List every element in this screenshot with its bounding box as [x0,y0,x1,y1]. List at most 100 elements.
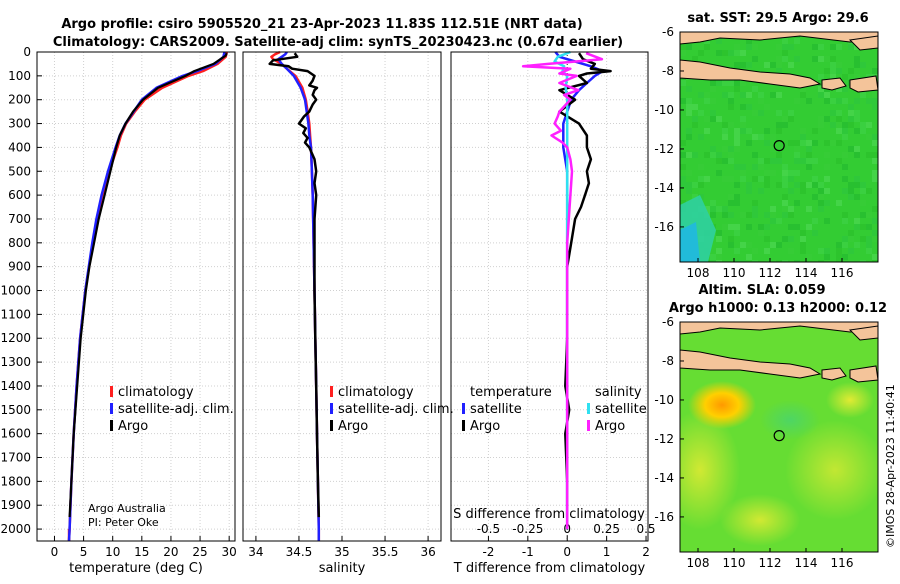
sst-pixel [776,68,782,74]
map-y-tick-label: -16 [654,220,674,234]
sst-pixel [686,152,692,158]
legend-label-s-satellite: satellite [595,402,647,417]
sst-pixel [836,44,842,50]
sst-pixel [722,80,728,86]
sst-pixel [722,206,728,212]
sst-pixel [830,44,836,50]
sst-pixel [776,128,782,134]
plot-frame [450,51,649,542]
map-y-tick-label: -16 [654,510,674,524]
sst-pixel [848,116,854,122]
sst-pixel [782,170,788,176]
sst-land-lombok [849,75,878,93]
x-tick-label: 15 [134,545,149,559]
sst-pixel [686,128,692,134]
sst-pixel [800,134,806,140]
sst-pixel [872,98,878,104]
sst-pixel [686,104,692,110]
x-tick-label: 10 [105,545,120,559]
sst-pixel [776,242,782,248]
sst-pixel [872,152,878,158]
sst-pixel [794,170,800,176]
sst-pixel [746,212,752,218]
y-tick-label: 400 [8,140,31,154]
sst-pixel [710,146,716,152]
sst-pixel [848,146,854,152]
x-tick-label: 25 [192,545,207,559]
sst-pixel [872,236,878,242]
sst-pixel [722,224,728,230]
map-x-tick-label: 116 [831,266,854,280]
sst-pixel [842,98,848,104]
map-y-tick-label: -8 [662,64,674,78]
sst-pixel [734,194,740,200]
x-axis-label: salinity [319,561,366,576]
sst-pixel [728,98,734,104]
sst-pixel [812,158,818,164]
sst-pixel [788,170,794,176]
sst-pixel [728,212,734,218]
sst-pixel [818,206,824,212]
sst-pixel [788,206,794,212]
sst-pixel [866,242,872,248]
sst-pixel [806,98,812,104]
sst-pixel [752,56,758,62]
map-y-tick-label: -14 [654,181,674,195]
sst-pixel [722,128,728,134]
sst-pixel [764,62,770,68]
sst-pixel [716,152,722,158]
salinity-panel: 34 34.5 35 35.5 36 salinity [242,50,442,576]
sst-pixel [872,176,878,182]
sst-pixel [716,116,722,122]
sst-pixel [698,134,704,140]
legend-swatch-climatology [330,386,333,397]
sst-pixel [818,44,824,50]
sst-pixel [818,74,824,80]
sst-pixel [782,260,788,262]
series-line-s-argo [521,52,604,530]
x-tick-label: 2 [642,545,650,559]
sst-pixel [812,194,818,200]
sst-pixel [854,152,860,158]
sst-pixel [716,80,722,86]
sst-pixel [866,236,872,242]
sst-pixel [722,146,728,152]
sst-pixel [698,176,704,182]
sst-pixel [728,146,734,152]
sst-pixel [758,98,764,104]
sst-pixel [842,128,848,134]
sst-pixel [734,260,740,262]
sst-pixel [842,80,848,86]
sst-pixel [770,218,776,224]
sst-pixel [800,188,806,194]
series-line-argo [68,52,228,518]
sst-pixel [782,194,788,200]
sst-pixel [854,74,860,80]
sst-pixel [776,92,782,98]
sst-pixel [854,146,860,152]
sst-pixel [698,182,704,188]
sst-pixel [710,86,716,92]
sst-pixel [734,140,740,146]
sst-pixel [854,128,860,134]
sst-pixel [872,170,878,176]
sst-pixel [680,50,686,56]
sst-pixel [794,152,800,158]
sst-pixel [812,140,818,146]
sst-pixel [752,164,758,170]
sst-pixel [764,176,770,182]
sst-pixel [836,110,842,116]
sst-pixel [818,56,824,62]
sst-pixel [710,260,716,262]
sst-pixel [842,134,848,140]
sst-pixel [686,188,692,194]
map-y-tick-label: -10 [654,103,674,117]
sst-pixel [794,158,800,164]
y-tick-label: 1800 [0,474,31,488]
sst-pixel [734,80,740,86]
sst-pixel [872,230,878,236]
sst-pixel [710,254,716,260]
sst-pixel [872,158,878,164]
legend-label-t-argo: Argo [470,419,500,434]
y-tick-label: 1500 [0,403,31,417]
